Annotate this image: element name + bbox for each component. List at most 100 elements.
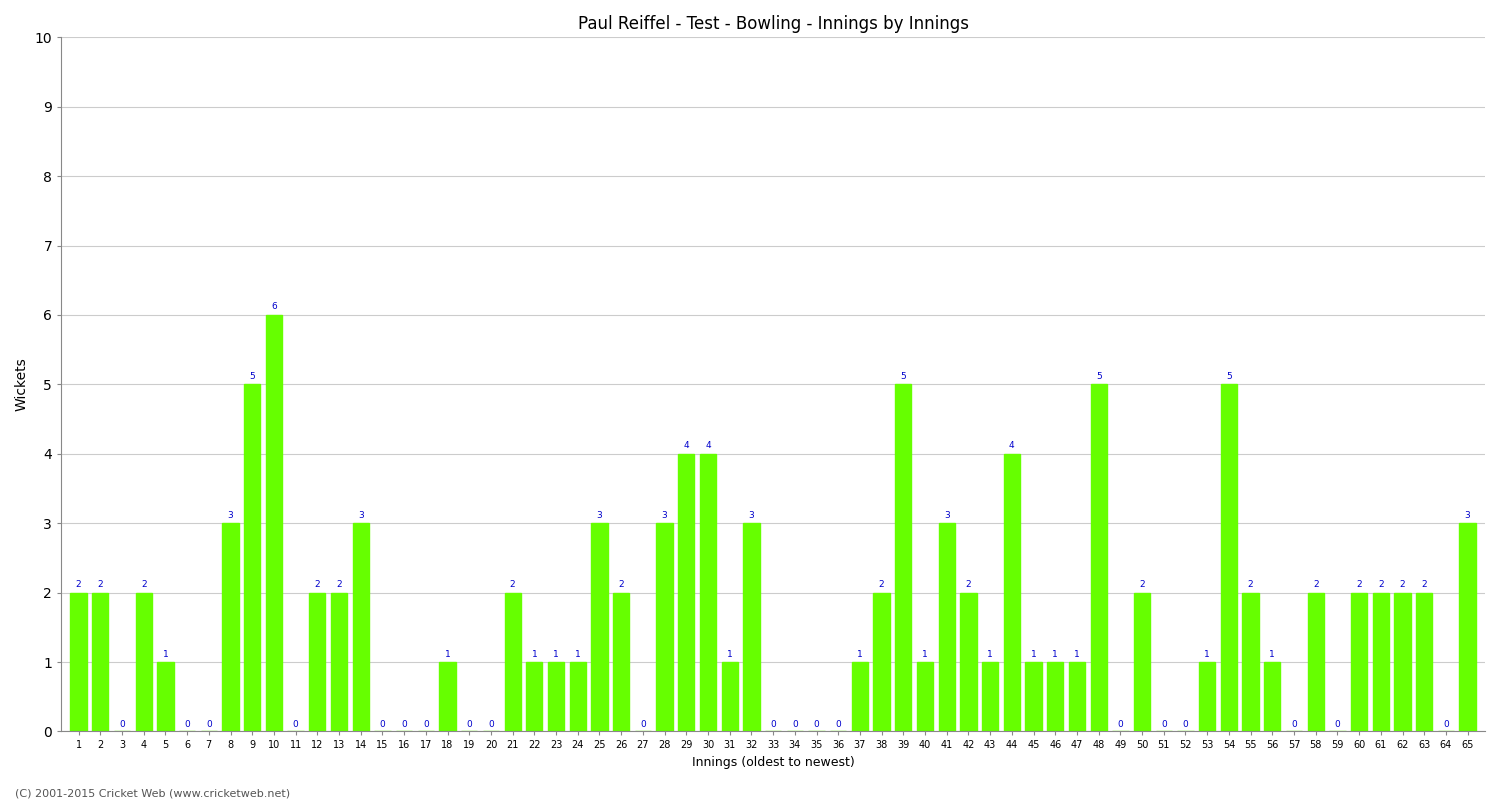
Text: 4: 4	[1010, 442, 1014, 450]
Bar	[1242, 593, 1258, 731]
Y-axis label: Wickets: Wickets	[15, 358, 28, 411]
Bar	[244, 384, 261, 731]
Bar	[158, 662, 174, 731]
X-axis label: Innings (oldest to newest): Innings (oldest to newest)	[692, 756, 855, 769]
Bar	[960, 593, 976, 731]
Text: 6: 6	[272, 302, 278, 311]
Text: 3: 3	[944, 510, 950, 520]
Text: 0: 0	[813, 720, 819, 729]
Bar	[1460, 523, 1476, 731]
Text: 4: 4	[705, 442, 711, 450]
Text: 0: 0	[118, 720, 124, 729]
Text: 2: 2	[510, 580, 516, 589]
Text: 2: 2	[98, 580, 104, 589]
Text: 0: 0	[1182, 720, 1188, 729]
Text: 2: 2	[76, 580, 81, 589]
Bar	[916, 662, 933, 731]
Text: 0: 0	[488, 720, 494, 729]
Text: 1: 1	[922, 650, 928, 658]
Text: 1: 1	[987, 650, 993, 658]
Text: 2: 2	[315, 580, 320, 589]
Text: 3: 3	[228, 510, 234, 520]
Text: 2: 2	[1422, 580, 1426, 589]
Text: 3: 3	[1466, 510, 1470, 520]
Bar	[1372, 593, 1389, 731]
Text: 0: 0	[1443, 720, 1449, 729]
Text: 0: 0	[1335, 720, 1341, 729]
Title: Paul Reiffel - Test - Bowling - Innings by Innings: Paul Reiffel - Test - Bowling - Innings …	[578, 15, 969, 33]
Text: (C) 2001-2015 Cricket Web (www.cricketweb.net): (C) 2001-2015 Cricket Web (www.cricketwe…	[15, 788, 290, 798]
Bar	[1026, 662, 1041, 731]
Bar	[504, 593, 520, 731]
Bar	[332, 593, 346, 731]
Text: 1: 1	[531, 650, 537, 658]
Bar	[873, 593, 889, 731]
Text: 1: 1	[1269, 650, 1275, 658]
Bar	[1090, 384, 1107, 731]
Bar	[614, 593, 630, 731]
Bar	[1134, 593, 1150, 731]
Text: 1: 1	[1030, 650, 1036, 658]
Bar	[1416, 593, 1432, 731]
Text: 2: 2	[618, 580, 624, 589]
Text: 2: 2	[141, 580, 147, 589]
Bar	[1395, 593, 1410, 731]
Text: 0: 0	[466, 720, 472, 729]
Bar	[982, 662, 999, 731]
Bar	[352, 523, 369, 731]
Text: 0: 0	[292, 720, 298, 729]
Text: 2: 2	[1312, 580, 1318, 589]
Text: 3: 3	[662, 510, 668, 520]
Text: 1: 1	[574, 650, 580, 658]
Text: 2: 2	[1356, 580, 1362, 589]
Text: 0: 0	[423, 720, 429, 729]
Bar	[570, 662, 586, 731]
Text: 0: 0	[640, 720, 646, 729]
Bar	[1198, 662, 1215, 731]
Bar	[700, 454, 715, 731]
Bar	[92, 593, 108, 731]
Bar	[222, 523, 238, 731]
Bar	[70, 593, 87, 731]
Bar	[939, 523, 956, 731]
Text: 5: 5	[1226, 372, 1232, 381]
Bar	[896, 384, 912, 731]
Bar	[744, 523, 759, 731]
Bar	[1070, 662, 1084, 731]
Bar	[526, 662, 543, 731]
Bar	[678, 454, 694, 731]
Text: 2: 2	[966, 580, 972, 589]
Text: 1: 1	[1074, 650, 1080, 658]
Text: 2: 2	[1140, 580, 1144, 589]
Text: 4: 4	[684, 442, 688, 450]
Text: 2: 2	[336, 580, 342, 589]
Text: 1: 1	[728, 650, 732, 658]
Bar	[1352, 593, 1368, 731]
Text: 1: 1	[1204, 650, 1210, 658]
Text: 2: 2	[1400, 580, 1406, 589]
Text: 0: 0	[380, 720, 386, 729]
Bar	[657, 523, 672, 731]
Bar	[722, 662, 738, 731]
Text: 5: 5	[249, 372, 255, 381]
Bar	[548, 662, 564, 731]
Text: 2: 2	[1378, 580, 1383, 589]
Text: 1: 1	[1053, 650, 1058, 658]
Bar	[1308, 593, 1324, 731]
Text: 1: 1	[856, 650, 862, 658]
Text: 3: 3	[748, 510, 754, 520]
Text: 5: 5	[1096, 372, 1101, 381]
Text: 0: 0	[402, 720, 406, 729]
Text: 2: 2	[879, 580, 885, 589]
Text: 0: 0	[1161, 720, 1167, 729]
Text: 3: 3	[358, 510, 363, 520]
Bar	[1221, 384, 1238, 731]
Text: 1: 1	[554, 650, 560, 658]
Text: 5: 5	[900, 372, 906, 381]
Text: 0: 0	[836, 720, 842, 729]
Text: 1: 1	[444, 650, 450, 658]
Text: 1: 1	[162, 650, 168, 658]
Bar	[440, 662, 456, 731]
Bar	[591, 523, 608, 731]
Text: 2: 2	[1248, 580, 1254, 589]
